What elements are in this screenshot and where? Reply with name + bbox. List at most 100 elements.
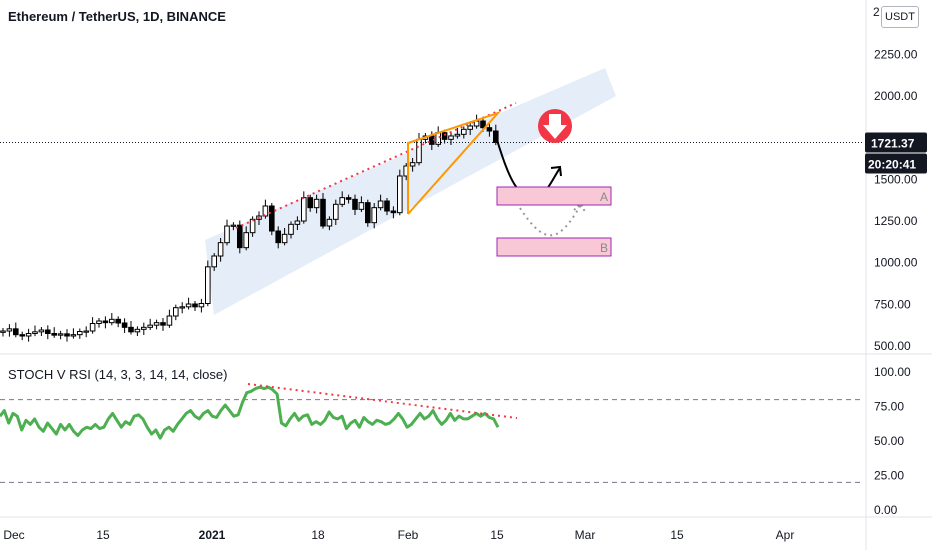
countdown-tag [865, 153, 927, 174]
candle-body [57, 333, 64, 336]
candle-body [249, 218, 256, 234]
projected-path-arrowhead [550, 165, 562, 177]
time-axis-tick-label: 15 [670, 528, 684, 542]
time-axis-tick-label: Mar [575, 528, 596, 542]
stoch-axis-tick-label: 75.00 [874, 400, 904, 414]
candle-body [173, 307, 179, 317]
candle-body [70, 334, 77, 337]
candle-body [409, 162, 416, 167]
candle-body [32, 331, 38, 335]
price-axis-tick-label: 2250.00 [874, 47, 918, 61]
candle-body [160, 322, 166, 326]
time-axis-tick-label: Feb [398, 528, 419, 542]
candle-body [109, 318, 115, 324]
candle-body [454, 133, 461, 137]
candle-body [384, 200, 390, 212]
stoch-axis-tick-label: 100.00 [874, 365, 911, 379]
time-axis-tick-label: Dec [3, 528, 24, 542]
candle-body [262, 205, 269, 217]
down-arrow-icon-glyph [543, 114, 567, 139]
price-axis-tick-label: 1250.00 [874, 214, 918, 228]
candle-body [371, 207, 377, 224]
time-axis-tick-label: 15 [96, 528, 110, 542]
candle-body [397, 175, 403, 214]
candle-body [51, 333, 58, 336]
rising-channel-band [205, 68, 616, 315]
time-axis-tick-label: 15 [490, 528, 504, 542]
price-axis-tick-label: 750.00 [874, 297, 911, 311]
candle-body [339, 197, 345, 205]
target-zone-b-label: B [600, 241, 608, 255]
candle-body [333, 203, 339, 220]
candle-body [166, 315, 173, 326]
candle-body [205, 266, 211, 305]
candle-body [217, 242, 224, 257]
time-axis-tick-label: Apr [776, 528, 795, 542]
candle-body [25, 333, 32, 337]
price-axis-tick-label: 1500.00 [874, 172, 918, 186]
candle-body [134, 328, 141, 333]
candle-body [365, 202, 371, 224]
candle-body [313, 198, 320, 209]
candle-body [441, 132, 448, 140]
candle-body [301, 197, 307, 222]
chart-title: Ethereum / TetherUS, 1D, BINANCE [8, 9, 226, 24]
candle-body [467, 125, 473, 130]
candle-body [13, 328, 19, 336]
candle-body [64, 333, 70, 337]
indicator-title: STOCH V RSI (14, 3, 3, 14, 14, close) [8, 367, 228, 382]
target-zone-a-label: A [600, 190, 608, 204]
candle-body [243, 232, 249, 249]
candle-body [377, 200, 384, 209]
candle-body [77, 331, 83, 336]
candle-body [45, 329, 51, 334]
candle-body [185, 303, 192, 308]
candle-body [230, 224, 237, 227]
candle-body [147, 324, 153, 328]
candle-body [0, 330, 6, 333]
candle-body [19, 334, 25, 337]
candle-body [358, 202, 365, 210]
candle-body [38, 329, 45, 333]
candle-body [237, 224, 243, 249]
candle-body [294, 220, 301, 225]
candle-body [179, 306, 185, 309]
stoch-axis-tick-label: 25.00 [874, 469, 904, 483]
stoch-axis-tick-label: 50.00 [874, 434, 904, 448]
countdown-tag-text: 20:20:41 [868, 157, 916, 171]
currency-badge[interactable]: USDT [881, 6, 919, 28]
price-axis-tick-label: 500.00 [874, 339, 911, 353]
candle-body [307, 197, 313, 209]
candle-body [486, 127, 493, 132]
candle-body [326, 218, 333, 227]
candle-body [115, 318, 122, 324]
time-axis-tick-label: 18 [311, 528, 325, 542]
candle-body [345, 197, 352, 200]
candle-body [275, 230, 281, 244]
candle-body [102, 320, 109, 324]
candle-body [461, 128, 467, 135]
candle-body [320, 198, 326, 227]
stoch-line [0, 385, 500, 440]
candle-body [198, 303, 205, 308]
candle-body [121, 322, 128, 328]
candle-body [192, 303, 198, 308]
candle-body [128, 326, 134, 333]
target-zone-b[interactable] [496, 237, 612, 257]
candle-body [390, 210, 397, 214]
candle-body [96, 320, 102, 324]
candle-body [480, 120, 486, 129]
candle-body [281, 233, 288, 244]
candle-body [83, 330, 90, 333]
candle-body [448, 135, 454, 140]
alternative-path [519, 204, 582, 237]
target-zone-a[interactable] [496, 186, 612, 206]
stoch-axis-tick-label: 0.00 [874, 503, 898, 517]
candle-body [153, 322, 160, 326]
candle-body [89, 323, 96, 332]
candle-body [224, 225, 230, 244]
candle-body [288, 223, 294, 235]
candle-body [352, 198, 358, 210]
price-axis-tick-label: 2000.00 [874, 89, 918, 103]
